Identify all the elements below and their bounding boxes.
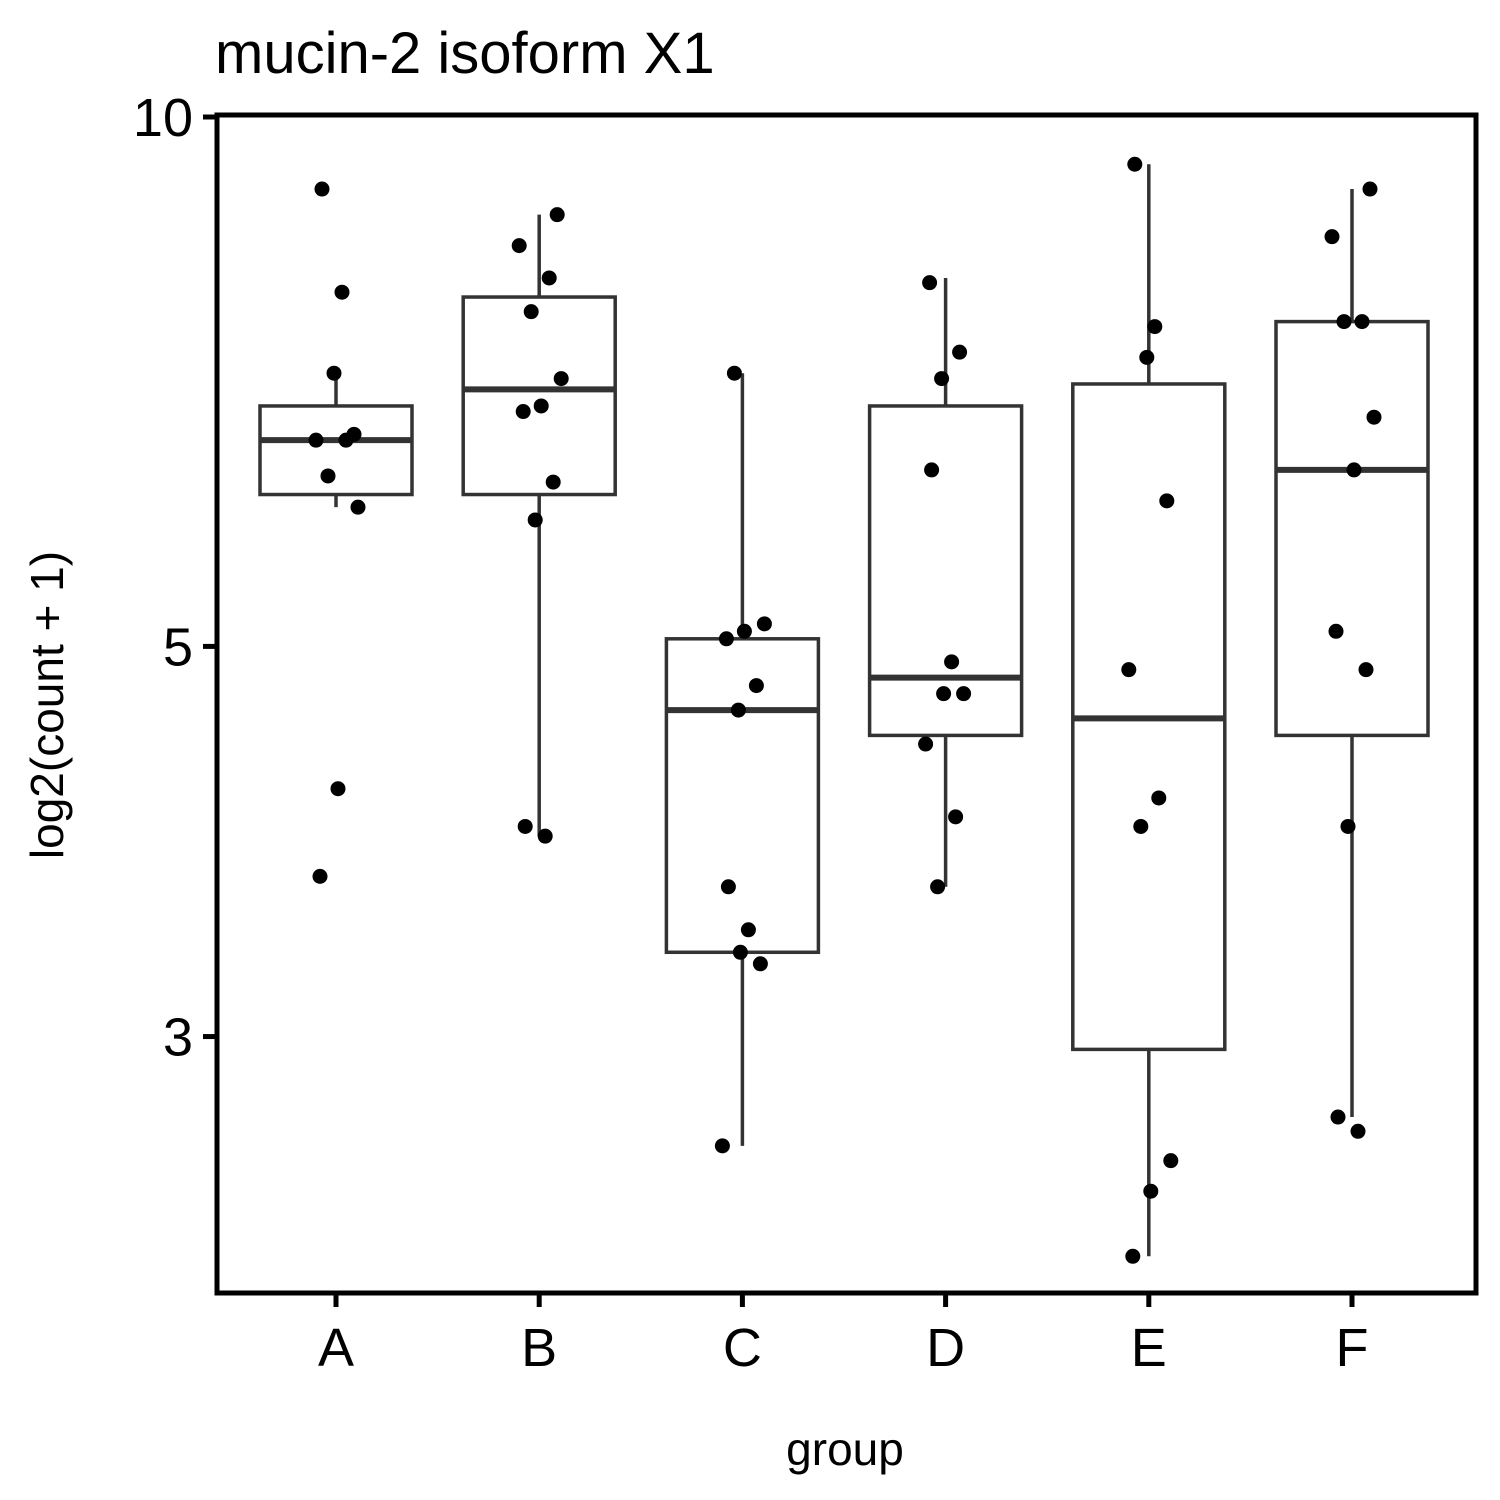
point-e-4 (1121, 662, 1137, 678)
point-a-4 (308, 432, 324, 448)
point-b-0 (549, 207, 565, 223)
point-c-8 (732, 944, 748, 960)
point-f-9 (1330, 1109, 1346, 1125)
point-d-3 (924, 462, 940, 478)
point-c-7 (740, 922, 756, 938)
point-e-0 (1127, 156, 1143, 172)
y-tick-label-10: 10 (133, 88, 193, 148)
point-c-4 (748, 678, 764, 694)
point-a-1 (334, 284, 350, 300)
point-b-10 (537, 828, 553, 844)
point-d-6 (956, 686, 972, 702)
point-c-0 (726, 365, 742, 381)
point-f-7 (1358, 662, 1374, 678)
box-a (258, 404, 414, 497)
point-c-3 (718, 631, 734, 647)
point-e-2 (1139, 349, 1155, 365)
plot-panel-border (214, 112, 1479, 1296)
point-d-0 (922, 275, 938, 291)
point-b-3 (523, 304, 539, 320)
x-tick-label-e: E (1131, 1318, 1167, 1378)
point-a-6 (320, 468, 336, 484)
x-axis: A B C D E F (318, 1295, 1369, 1378)
point-c-9 (752, 956, 768, 972)
point-a-8 (330, 781, 346, 797)
x-tick-label-a: A (318, 1318, 354, 1378)
point-f-0 (1362, 181, 1378, 197)
point-f-10 (1350, 1123, 1366, 1139)
point-e-1 (1147, 319, 1163, 335)
point-b-9 (517, 818, 533, 834)
point-e-3 (1159, 493, 1175, 509)
box-layer (258, 164, 1430, 1257)
point-b-5 (533, 398, 549, 414)
x-axis-label: group (786, 1423, 904, 1475)
point-e-8 (1143, 1183, 1159, 1199)
point-b-7 (545, 474, 561, 490)
y-axis: 3 5 10 (133, 88, 215, 1068)
point-a-0 (314, 181, 330, 197)
point-d-5 (936, 686, 952, 702)
point-c-6 (720, 879, 736, 895)
point-a-5 (338, 432, 354, 448)
y-tick-label-3: 3 (163, 1008, 193, 1068)
point-b-2 (541, 270, 557, 286)
point-d-2 (934, 371, 950, 387)
point-b-8 (527, 512, 543, 528)
box-f (1274, 319, 1430, 738)
chart-title: mucin-2 isoform X1 (215, 21, 715, 86)
point-e-9 (1125, 1248, 1141, 1264)
y-axis-label: log2(count + 1) (21, 551, 73, 859)
y-tick-label-5: 5 (163, 617, 193, 677)
point-layer (308, 156, 1382, 1264)
point-f-3 (1336, 314, 1352, 330)
box-c (664, 637, 821, 955)
point-b-4 (553, 371, 569, 387)
point-b-1 (511, 238, 527, 254)
point-f-2 (1354, 314, 1370, 330)
point-f-6 (1328, 623, 1344, 639)
x-tick-label-f: F (1336, 1318, 1369, 1378)
point-b-6 (515, 404, 531, 420)
point-f-8 (1340, 818, 1356, 834)
point-d-1 (952, 344, 968, 360)
point-d-7 (918, 736, 934, 752)
point-e-5 (1151, 790, 1167, 806)
point-a-2 (326, 365, 342, 381)
point-a-7 (350, 499, 366, 515)
point-c-2 (736, 623, 752, 639)
point-f-1 (1324, 229, 1340, 245)
point-c-10 (714, 1138, 730, 1154)
point-f-5 (1346, 462, 1362, 478)
point-f-4 (1366, 409, 1382, 425)
point-e-6 (1133, 818, 1149, 834)
point-c-1 (756, 616, 772, 632)
point-c-5 (730, 702, 746, 718)
point-e-7 (1163, 1153, 1179, 1169)
x-tick-label-d: D (926, 1318, 965, 1378)
point-d-4 (944, 654, 960, 670)
point-d-9 (930, 879, 946, 895)
x-tick-label-b: B (521, 1318, 557, 1378)
box-d (867, 404, 1024, 738)
point-d-8 (948, 809, 964, 825)
box-b (461, 295, 617, 497)
point-a-9 (312, 868, 328, 884)
x-tick-label-c: C (723, 1318, 762, 1378)
